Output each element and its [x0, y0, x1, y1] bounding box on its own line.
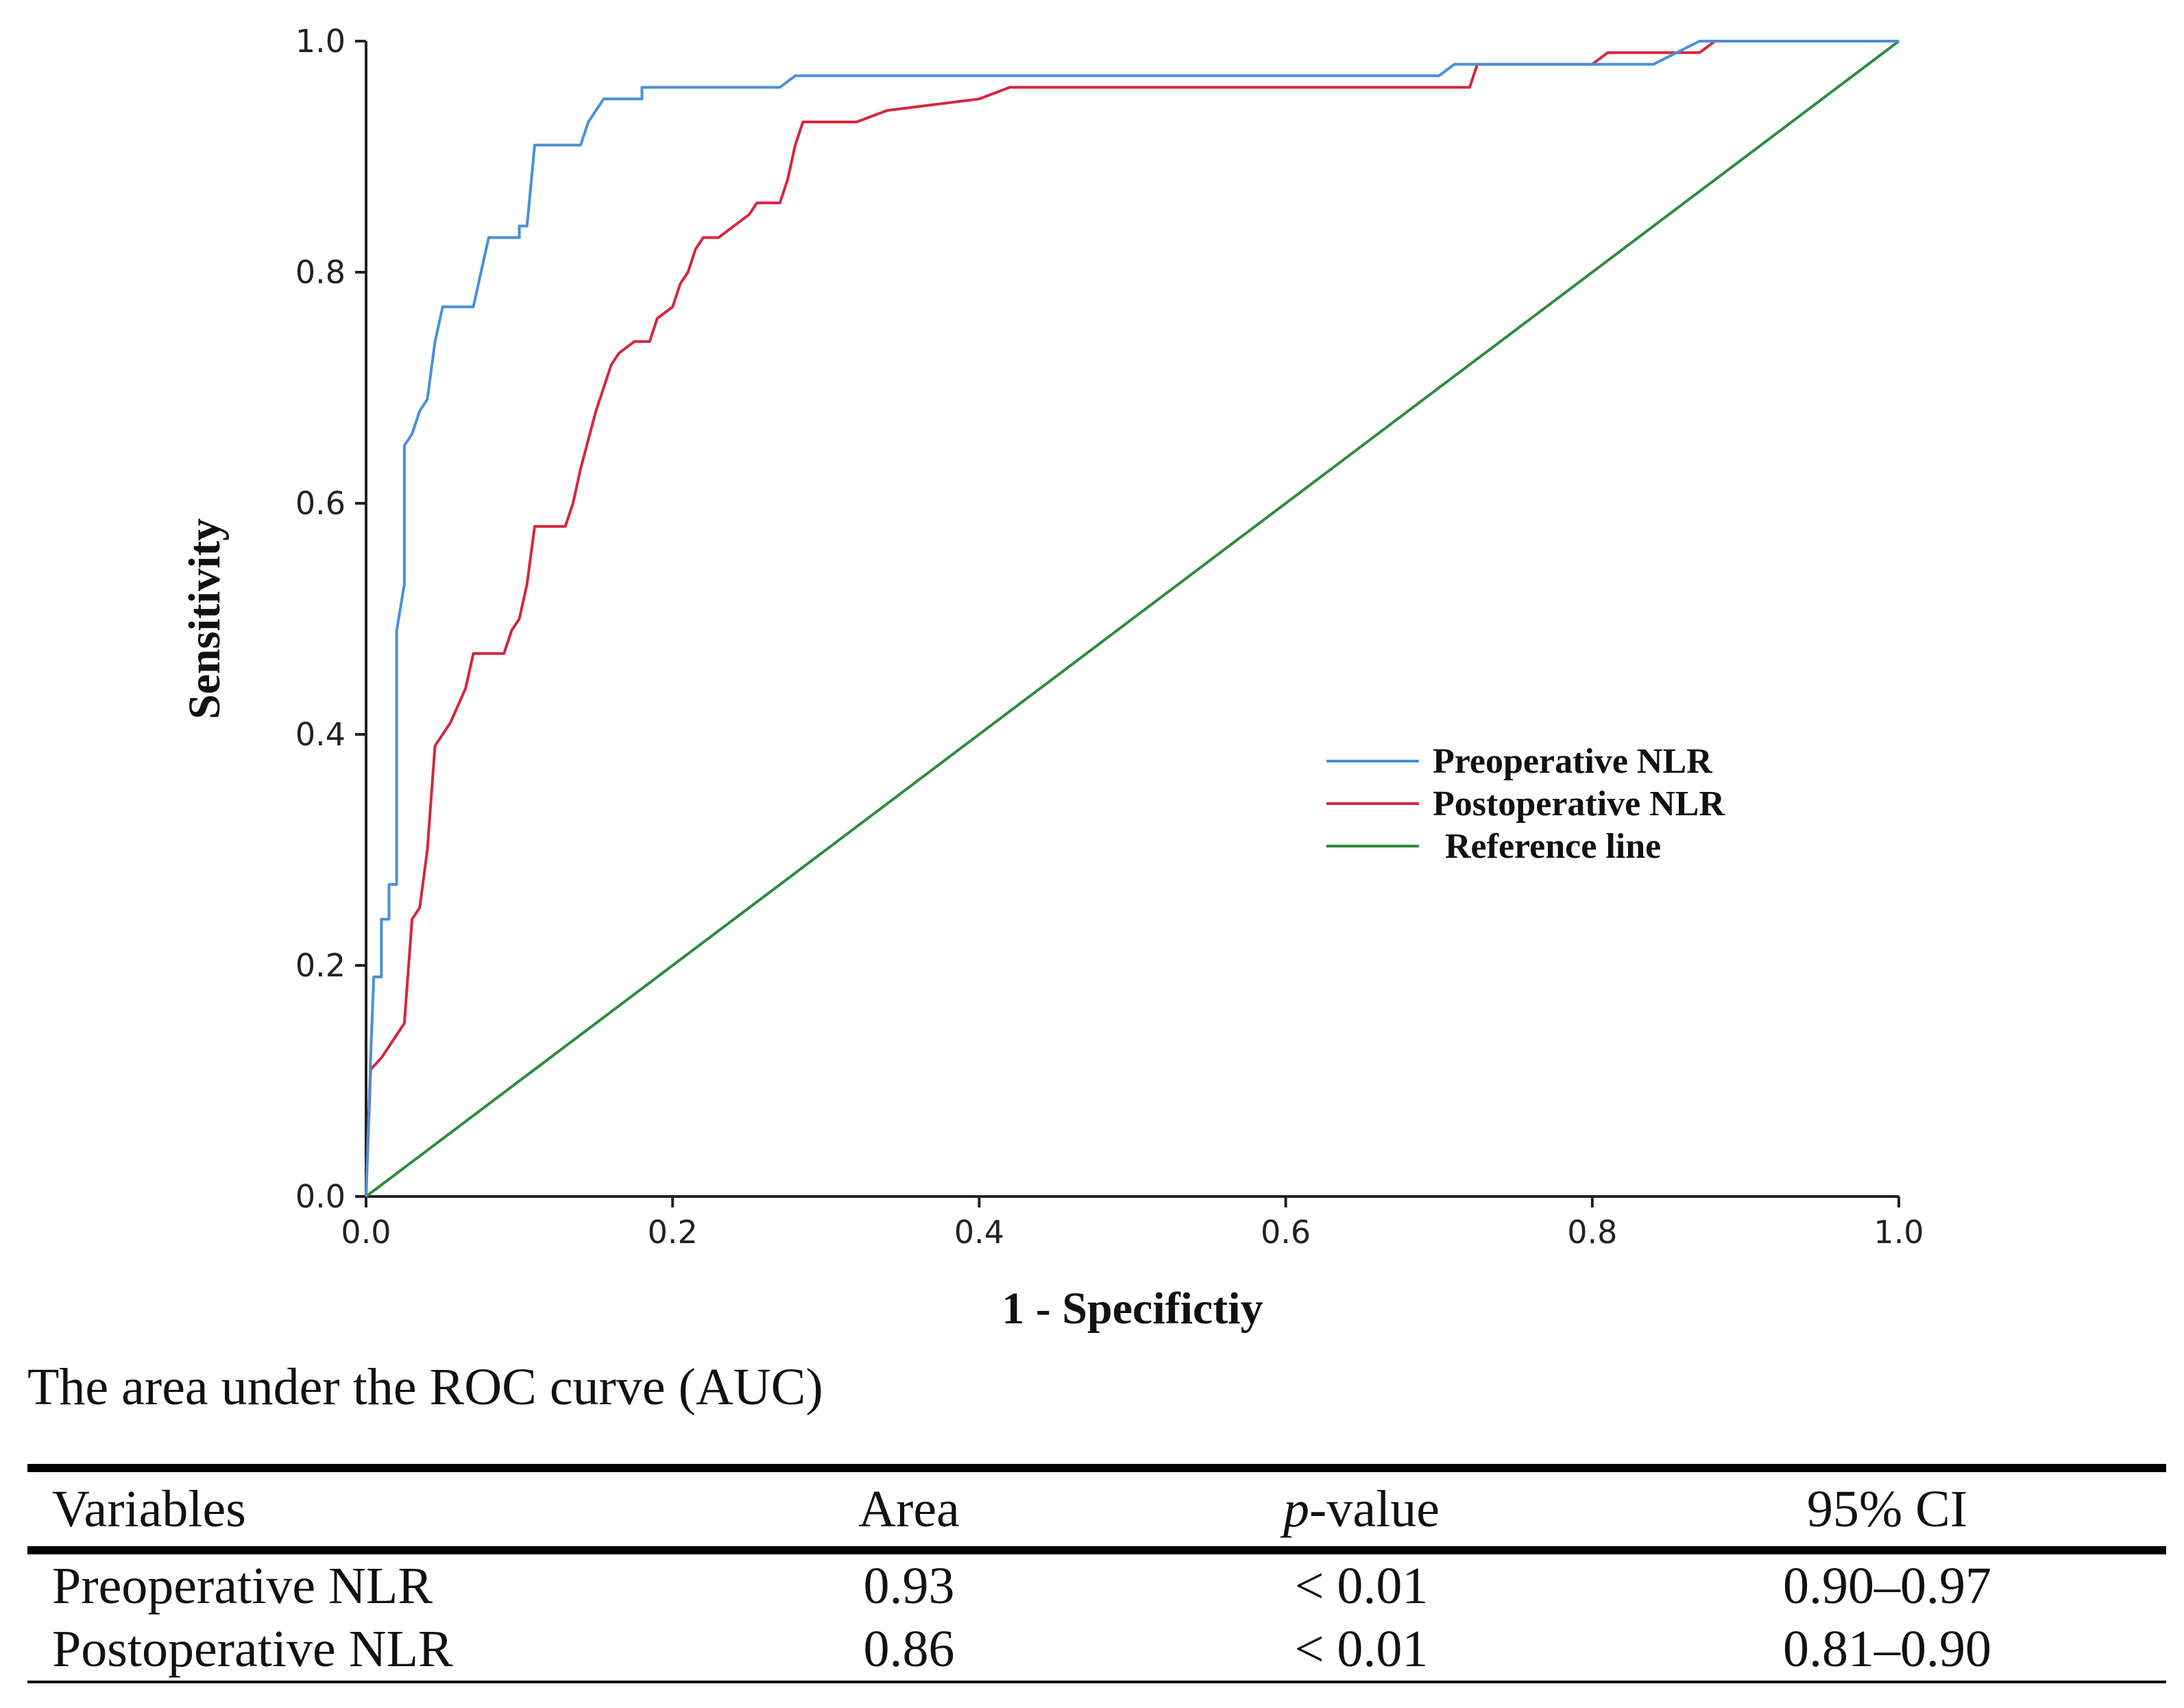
y-tick-label: 0.6 [295, 485, 345, 522]
header-ci: 95% CI [1806, 1480, 1968, 1538]
cell-variable: Preoperative NLR [52, 1556, 433, 1615]
cell-area: 0.93 [863, 1556, 955, 1615]
y-tick-label: 1.0 [295, 23, 345, 60]
x-tick-label: 1.0 [1873, 1214, 1924, 1251]
y-axis-title: Sensitivity [180, 518, 230, 719]
cell-p-value: < 0.01 [1294, 1620, 1429, 1678]
table-row: Postoperative NLR 0.86 < 0.01 0.81–0.90 [27, 1617, 2166, 1682]
x-axis-title: 1 - Specifictiy [1002, 1284, 1263, 1334]
roc-chart: 0.0 0.2 0.4 0.6 0.8 1.0 0.0 0.2 0.4 0.6 0.8 1.0 1 … [180, 23, 1924, 1334]
series-line-reference-line [365, 40, 1900, 1198]
x-tick-label: 0.8 [1567, 1214, 1617, 1251]
series-line-postoperative-nlr [365, 40, 1899, 1197]
series-layer [365, 40, 1900, 1198]
auc-table: Variables Area p-value 95% CI Preoperati… [27, 1464, 2166, 1683]
header-variables: Variables [52, 1480, 246, 1538]
cell-ci: 0.90–0.97 [1783, 1556, 1991, 1615]
y-tick-label: 0.2 [295, 947, 345, 984]
table-caption: The area under the ROC curve (AUC) [27, 1358, 823, 1416]
header-p-value: p-value [1115, 1468, 1608, 1550]
y-tick-label: 0.4 [295, 716, 345, 753]
legend-label: Postoperative NLR [1433, 784, 1725, 823]
x-tick-label: 0.4 [954, 1214, 1004, 1251]
x-axis: 0.0 0.2 0.4 0.6 0.8 1.0 [341, 1195, 1924, 1251]
header-area: Area [858, 1480, 960, 1538]
series-line-preoperative-nlr [365, 40, 1899, 1197]
header-p-rest: -value [1309, 1480, 1440, 1538]
table-header-row: Variables Area p-value 95% CI [27, 1468, 2166, 1550]
table-row: Preoperative NLR 0.93 < 0.01 0.90–0.97 [27, 1550, 2166, 1617]
cell-p-value: < 0.01 [1294, 1556, 1429, 1615]
legend-label: Reference line [1445, 827, 1661, 866]
y-tick-label: 0.8 [295, 254, 345, 291]
x-tick-label: 0.2 [648, 1214, 698, 1251]
cell-variable: Postoperative NLR [52, 1620, 453, 1678]
cell-ci: 0.81–0.90 [1783, 1620, 1991, 1678]
header-p-italic: p [1283, 1480, 1310, 1538]
cell-area: 0.86 [863, 1620, 955, 1678]
x-tick-label: 0.6 [1261, 1214, 1311, 1251]
y-axis: 0.0 0.2 0.4 0.6 0.8 1.0 [295, 23, 367, 1215]
legend-label: Preoperative NLR [1433, 742, 1713, 781]
x-tick-label: 0.0 [341, 1214, 391, 1251]
y-tick-label: 0.0 [295, 1178, 345, 1215]
